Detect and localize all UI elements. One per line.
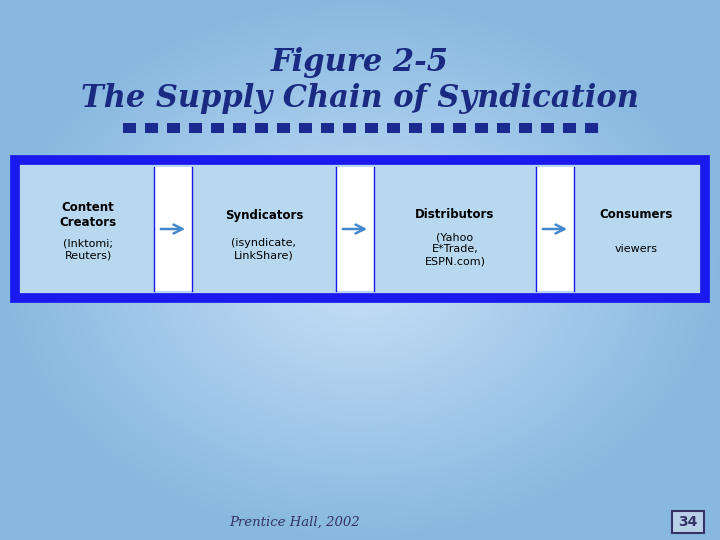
Bar — [154, 167, 192, 291]
Bar — [15, 160, 705, 298]
Text: Figure 2-5: Figure 2-5 — [271, 46, 449, 78]
Bar — [364, 123, 377, 133]
Bar — [452, 123, 466, 133]
Bar — [166, 123, 179, 133]
Bar — [192, 167, 336, 291]
Bar — [497, 123, 510, 133]
Bar — [276, 123, 289, 133]
Bar — [320, 123, 333, 133]
Text: Consumers: Consumers — [599, 208, 672, 221]
Text: (Inktomi;
Reuters): (Inktomi; Reuters) — [63, 238, 113, 260]
Text: (isyndicate,
LinkShare): (isyndicate, LinkShare) — [232, 238, 297, 260]
Bar — [541, 123, 554, 133]
Bar — [474, 123, 487, 133]
Bar — [574, 167, 698, 291]
Text: viewers: viewers — [614, 244, 657, 254]
Bar — [299, 123, 312, 133]
Bar — [336, 167, 374, 291]
Bar — [210, 123, 223, 133]
Bar — [431, 123, 444, 133]
Bar — [22, 167, 154, 291]
Bar — [254, 123, 268, 133]
Bar — [233, 123, 246, 133]
Text: Prentice Hall, 2002: Prentice Hall, 2002 — [230, 516, 360, 529]
Bar — [562, 123, 575, 133]
Bar — [374, 167, 536, 291]
Bar — [536, 167, 574, 291]
Text: The Supply Chain of Syndication: The Supply Chain of Syndication — [81, 83, 639, 113]
Bar — [672, 511, 704, 533]
Text: 34: 34 — [678, 515, 698, 529]
Text: Distributors: Distributors — [415, 208, 495, 221]
Bar — [122, 123, 135, 133]
Text: Content
Creators: Content Creators — [60, 201, 117, 230]
Bar — [189, 123, 202, 133]
Text: Syndicators: Syndicators — [225, 208, 303, 221]
Bar — [387, 123, 400, 133]
Bar — [145, 123, 158, 133]
Bar — [343, 123, 356, 133]
Bar — [408, 123, 421, 133]
Bar — [585, 123, 598, 133]
Bar — [518, 123, 531, 133]
Text: (Yahoo
E*Trade,
ESPN.com): (Yahoo E*Trade, ESPN.com) — [425, 232, 485, 266]
